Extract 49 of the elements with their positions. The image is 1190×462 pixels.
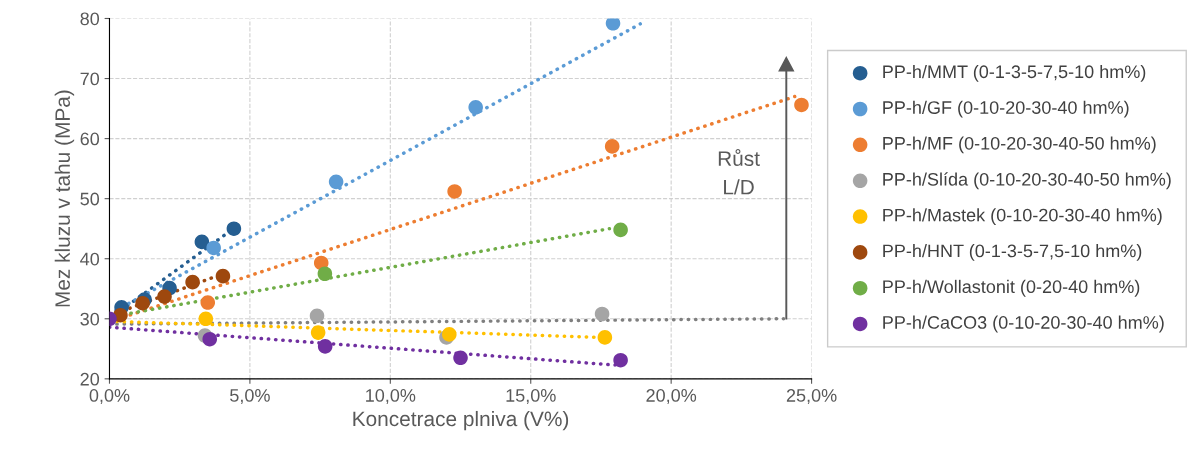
point <box>309 308 325 324</box>
legend-label: PP-h/Wollastonit (0-20-40 hm%) <box>883 279 1140 297</box>
point <box>194 234 210 250</box>
point <box>200 295 216 310</box>
point <box>215 268 231 284</box>
legend-label: PP-h/HNT (0-1-3-5-7,5-10 hm%) <box>883 244 1142 261</box>
point <box>605 18 621 31</box>
y-tick-label: 80 <box>80 12 100 26</box>
x-tick-label: 10,0% <box>366 389 416 404</box>
annotation: Růst L/D <box>718 148 760 195</box>
point <box>468 100 483 115</box>
point <box>310 325 326 340</box>
point <box>206 240 221 256</box>
point <box>597 330 613 345</box>
x-axis-title: Koncetrace plniva (V%) <box>353 410 569 431</box>
point <box>157 289 172 304</box>
point <box>226 221 242 236</box>
y-tick-label: 30 <box>80 312 100 326</box>
point <box>317 266 333 282</box>
legend-label: PP-h/Mastek (0-10-20-30-40 hm%) <box>883 208 1162 226</box>
point <box>594 306 610 322</box>
legend-label: PP-h/MF (0-10-20-30-40-50 hm%) <box>883 136 1156 154</box>
point <box>198 311 214 327</box>
y-tick-label: 50 <box>80 192 100 206</box>
x-tick-label: 0,0% <box>89 389 130 404</box>
point <box>328 174 344 190</box>
y-axis-title: Mez kluzu v tahu (MPa) <box>54 90 75 307</box>
point <box>185 274 200 290</box>
point <box>317 339 333 354</box>
legend-label: PP-h/Slída (0-10-20-30-40-50 hm%) <box>883 172 1171 190</box>
legend-label: PP-h/CaCO3 (0-10-20-30-40 hm%) <box>883 315 1164 333</box>
point <box>135 295 150 311</box>
point <box>613 352 628 368</box>
y-tick-label: 40 <box>80 252 100 266</box>
point <box>202 331 218 347</box>
x-tick-label: 15,0% <box>506 389 556 404</box>
x-tick-label: 20,0% <box>646 389 697 404</box>
y-tick-label: 20 <box>80 372 100 386</box>
point <box>604 139 620 154</box>
y-tick-label: 60 <box>80 132 100 146</box>
x-tick-label: 5,0% <box>230 389 270 404</box>
x-tick-label: 25,0% <box>786 389 837 404</box>
point <box>794 97 809 113</box>
y-tick-label: 70 <box>80 72 100 86</box>
point <box>447 184 462 199</box>
point <box>453 350 468 366</box>
point <box>613 222 628 238</box>
legend-label: PP-h/MMT (0-1-3-5-7,5-10 hm%) <box>883 64 1146 82</box>
legend-label: PP-h/GF (0-10-20-30-40 hm%) <box>883 100 1129 118</box>
